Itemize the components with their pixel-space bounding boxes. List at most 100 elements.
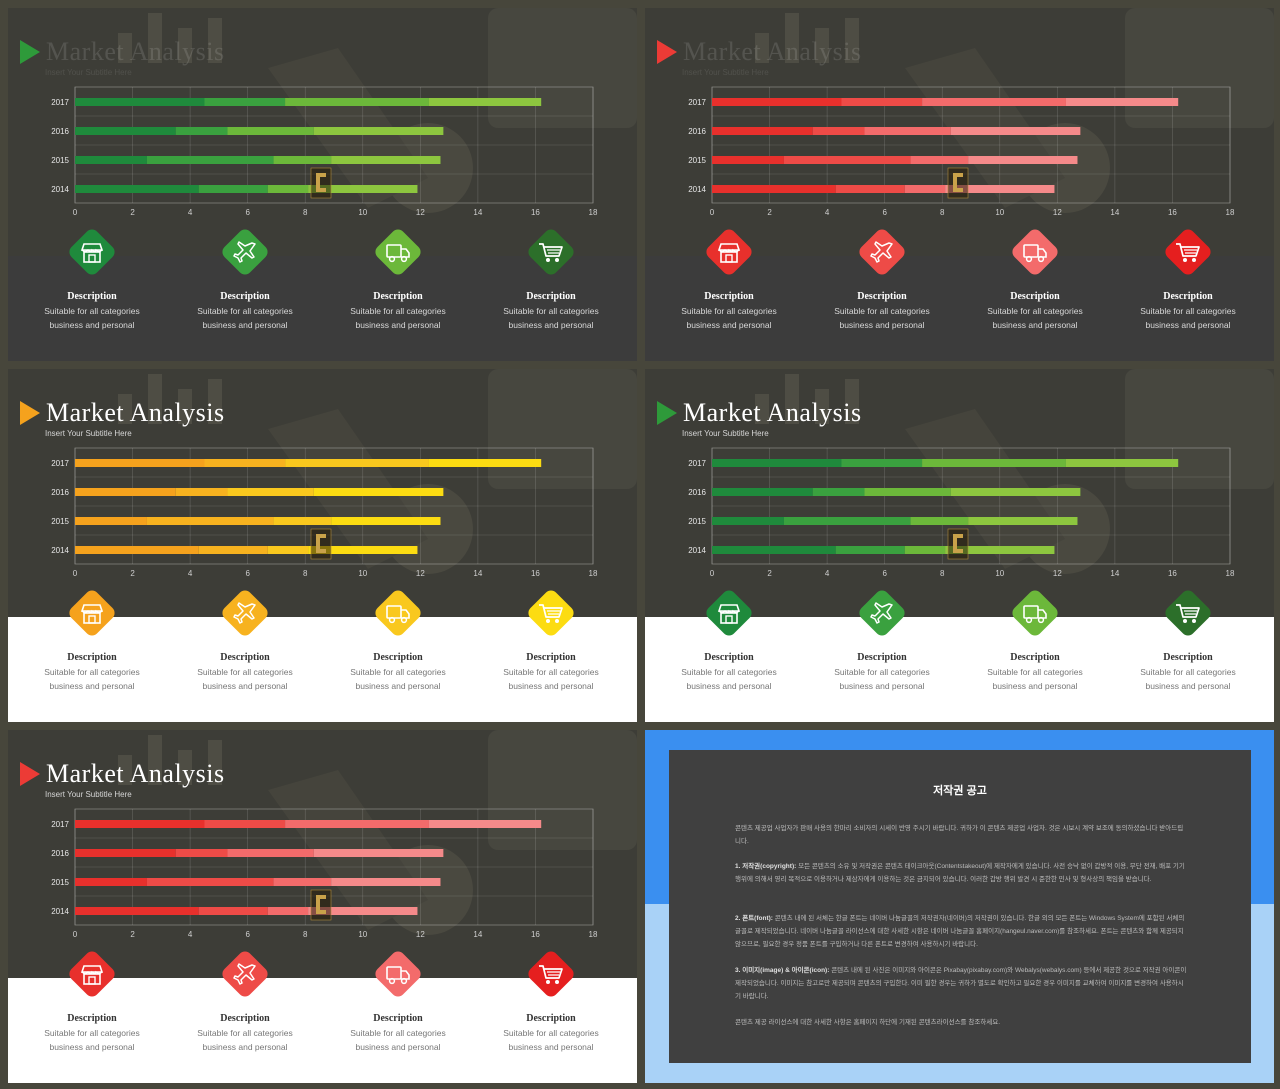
bottom-band — [645, 617, 1274, 722]
bar-segment — [273, 878, 332, 886]
x-tick-label: 18 — [589, 208, 598, 217]
bar-segment — [75, 459, 205, 467]
x-tick-label: 18 — [1226, 569, 1235, 578]
airplane-icon — [233, 241, 256, 263]
bar-chart: 0 2 4 6 8 10 12 14 16 18 2017 2016 2015 2014 — [51, 447, 598, 578]
card-text-line: business and personal — [686, 320, 772, 330]
feature-card: Description Suitable for all categories bu… — [338, 948, 458, 1066]
bar-segment — [204, 459, 286, 467]
bar-segment — [308, 546, 418, 554]
y-category-label: 2016 — [51, 849, 69, 858]
bar-segment — [204, 820, 286, 828]
x-tick-label: 0 — [73, 208, 78, 217]
bar-segment — [1065, 98, 1179, 106]
x-tick-label: 14 — [473, 569, 482, 578]
card-text-line: business and personal — [686, 681, 772, 691]
x-tick-label: 0 — [710, 208, 715, 217]
truck-icon — [1023, 244, 1047, 263]
x-tick-label: 14 — [473, 208, 482, 217]
card-text-line: Suitable for all categories — [44, 306, 140, 316]
feature-card: Description Suitable for all categories bu… — [491, 226, 611, 344]
x-tick-label: 4 — [188, 930, 193, 939]
bar-segment — [285, 98, 429, 106]
card-title: Description — [220, 1013, 270, 1024]
slide-title: Market Analysis — [46, 759, 225, 788]
bar-segment — [835, 185, 905, 193]
watermark-logo — [947, 528, 969, 560]
bar-segment — [75, 98, 205, 106]
bar-segment — [204, 98, 286, 106]
bar-segment — [267, 907, 309, 915]
x-tick-label: 10 — [358, 208, 367, 217]
feature-card: Description Suitable for all categories bu… — [669, 587, 789, 705]
x-tick-label: 2 — [130, 569, 135, 578]
y-category-label: 2017 — [51, 459, 69, 468]
bar-segment — [313, 849, 444, 857]
bar-segment — [783, 517, 911, 525]
slide-3[interactable]: Market Analysis Insert Your Subtitle Her… — [8, 369, 637, 722]
bar-segment — [331, 878, 441, 886]
card-text-line: business and personal — [355, 1042, 441, 1052]
bar-segment — [712, 185, 836, 193]
card-title: Description — [373, 291, 423, 302]
bar-segment — [75, 907, 199, 915]
x-tick-label: 16 — [531, 930, 540, 939]
x-tick-label: 8 — [940, 208, 945, 217]
watermark-logo — [310, 528, 332, 560]
bar-segment — [75, 156, 147, 164]
bottom-band — [8, 978, 637, 1083]
bar-segment — [146, 878, 274, 886]
bar-segment — [864, 127, 951, 135]
notice-heading-image: 3. 이미지(image) & 아이콘(icon): — [735, 967, 830, 974]
cart-icon — [1176, 243, 1200, 262]
feature-card: Description Suitable for all categories bu… — [32, 587, 152, 705]
x-tick-label: 8 — [303, 208, 308, 217]
y-category-label: 2016 — [51, 488, 69, 497]
x-tick-label: 16 — [1168, 569, 1177, 578]
bar-segment — [950, 488, 1081, 496]
bottom-band — [645, 256, 1274, 361]
airplane-icon — [870, 241, 893, 263]
card-title: Description — [704, 291, 754, 302]
y-category-label: 2017 — [688, 459, 706, 468]
slide-6-copyright-notice[interactable]: 저작권 공고 콘텐츠 제공업 사업자가 판매 사용의 한마리 소비자의 시세이 … — [645, 730, 1274, 1083]
bar-segment — [285, 820, 429, 828]
y-category-label: 2014 — [688, 185, 706, 194]
bar-segment — [428, 459, 542, 467]
feature-card: Description Suitable for all categories bu… — [1128, 226, 1248, 344]
y-category-label: 2015 — [688, 517, 706, 526]
bottom-band — [8, 617, 637, 722]
slide-title: Market Analysis — [46, 37, 225, 66]
card-text-line: business and personal — [992, 681, 1078, 691]
x-tick-label: 2 — [130, 208, 135, 217]
slide-4[interactable]: Market Analysis Insert Your Subtitle Her… — [645, 369, 1274, 722]
plot-frame — [74, 447, 594, 565]
bar-chart: 0 2 4 6 8 10 12 14 16 18 2017 2016 2015 2014 — [688, 86, 1235, 217]
airplane-icon — [233, 963, 256, 985]
card-title: Description — [373, 1013, 423, 1024]
x-tick-label: 18 — [589, 930, 598, 939]
truck-icon — [386, 605, 410, 624]
x-tick-label: 18 — [589, 569, 598, 578]
truck-icon — [386, 244, 410, 263]
slide-5[interactable]: Market Analysis Insert Your Subtitle Her… — [8, 730, 637, 1083]
notice-title: 저작권 공고 — [933, 785, 987, 797]
title-triangle-icon — [657, 40, 677, 64]
card-text-line: business and personal — [508, 1042, 594, 1052]
slide-subtitle: Insert Your Subtitle Here — [682, 429, 769, 438]
slide-2[interactable]: Market Analysis Insert Your Subtitle Her… — [645, 8, 1274, 361]
feature-card: Description Suitable for all categories bu… — [338, 587, 458, 705]
title-triangle-icon — [20, 401, 40, 425]
x-tick-label: 12 — [416, 569, 425, 578]
y-category-label: 2016 — [688, 488, 706, 497]
card-text-line: Suitable for all categories — [197, 667, 293, 677]
bar-segment — [968, 156, 1078, 164]
plot-frame — [74, 86, 594, 204]
feature-card: Description Suitable for all categories bu… — [32, 948, 152, 1066]
card-text-line: business and personal — [202, 1042, 288, 1052]
bar-segment — [175, 849, 228, 857]
slide-1[interactable]: Market Analysis Insert Your Subtitle Her… — [8, 8, 637, 361]
slide-subtitle: Insert Your Subtitle Here — [45, 429, 132, 438]
card-title: Description — [526, 1013, 576, 1024]
bar-segment — [783, 156, 911, 164]
